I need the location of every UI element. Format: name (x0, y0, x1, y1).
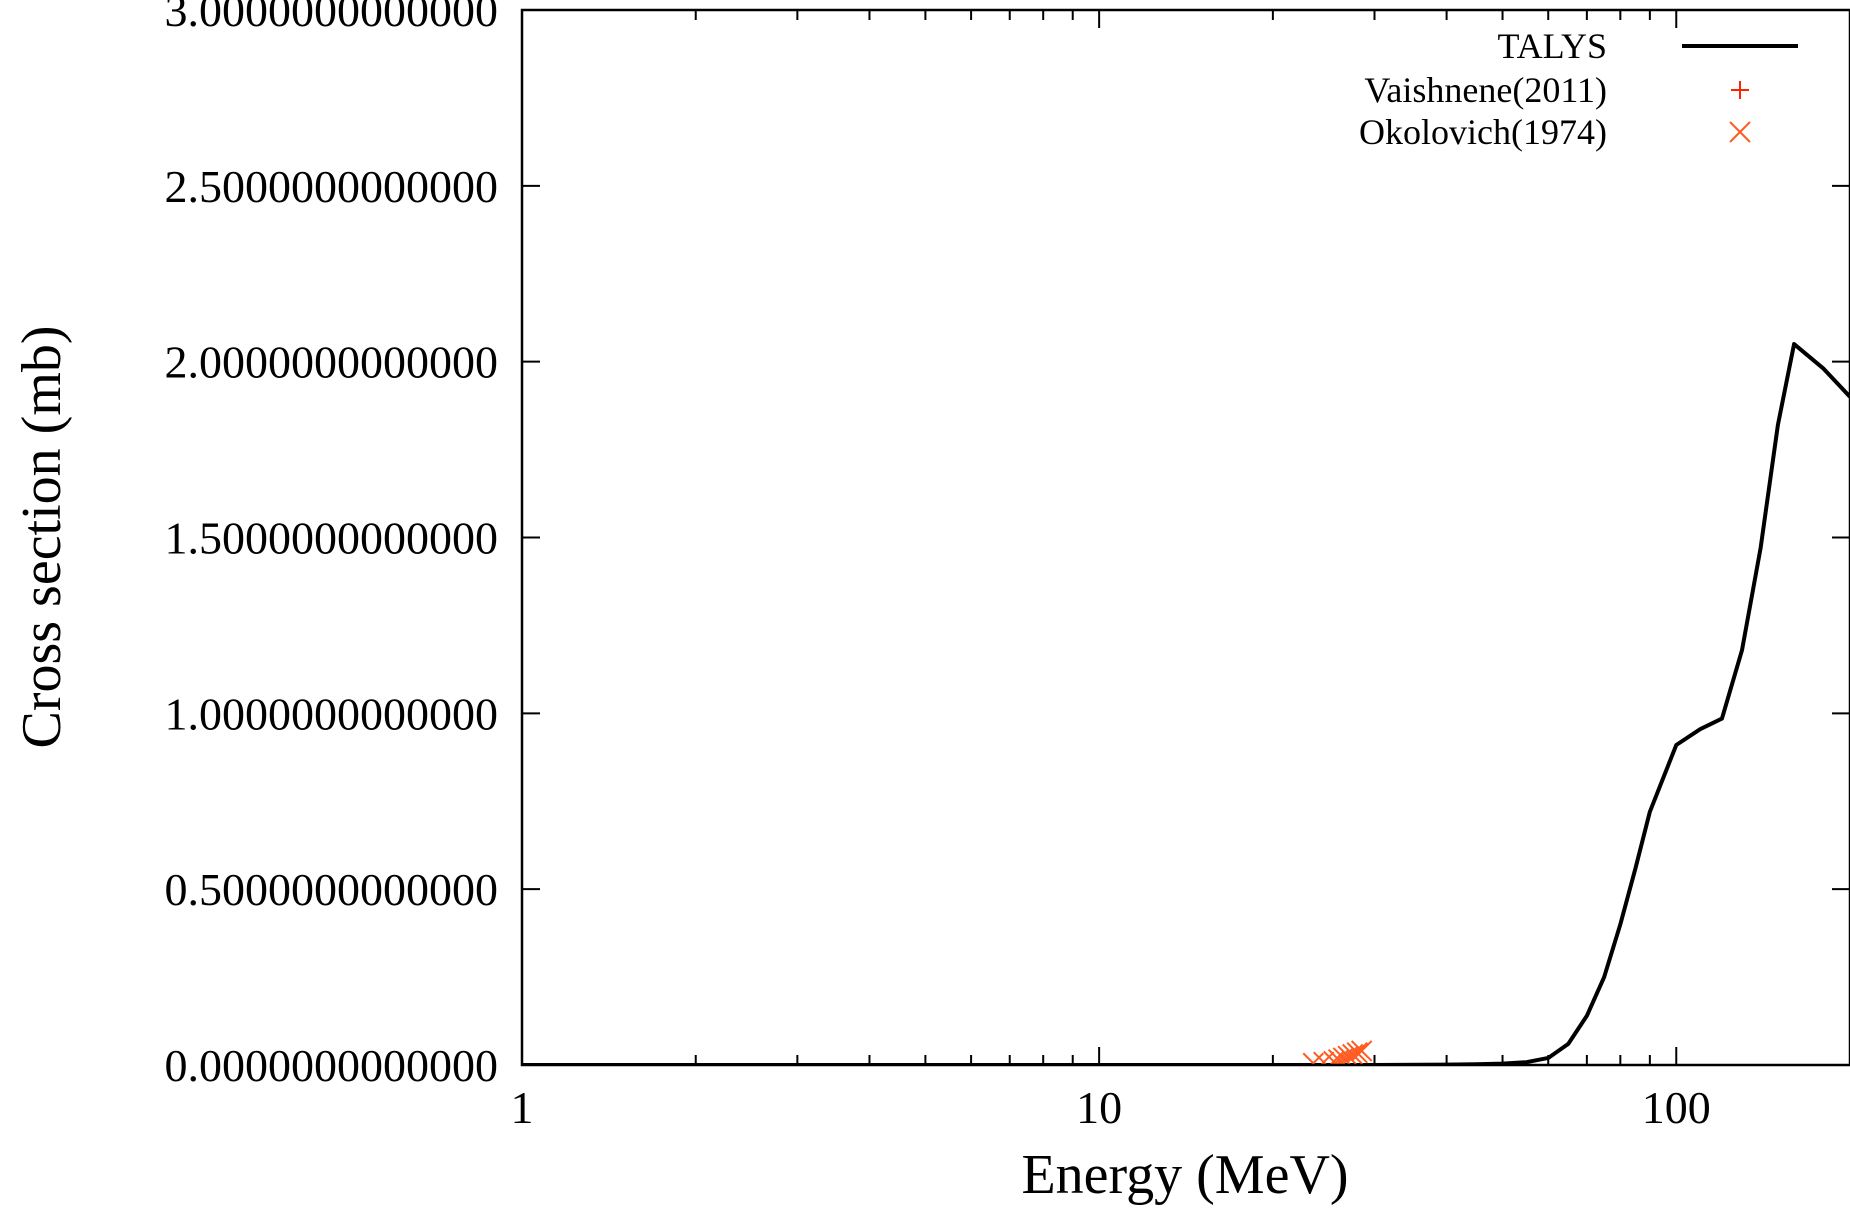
y-axis-ticks: 0.0000000000000 0.5000000000000 1.00000000… (165, 0, 1850, 1091)
y-tick-label: 0.5000000000000 (165, 864, 499, 915)
data-point-cross (1313, 1051, 1335, 1065)
data-point-cross (1346, 1041, 1368, 1064)
y-tick-label: 3.0000000000000 (165, 0, 499, 36)
y-tick-label: 0.0000000000000 (165, 1040, 499, 1091)
legend-swatch-cross (1729, 121, 1751, 143)
series-line-talys (522, 342, 1850, 1065)
legend-label: TALYS (1497, 26, 1607, 66)
y-tick-label: 2.5000000000000 (165, 161, 499, 212)
legend-swatch-plus (1731, 81, 1749, 99)
data-point-cross (1350, 1040, 1373, 1062)
data-point-cross (1302, 1052, 1324, 1065)
plot-series (522, 342, 1850, 1065)
x-tick-label: 10 (1076, 1082, 1122, 1133)
x-axis-ticks: 1 10 100 (511, 10, 1850, 1133)
y-axis-title: Cross section (mb) (11, 325, 73, 748)
y-tick-label: 2.0000000000000 (165, 337, 499, 388)
y-tick-label: 1.0000000000000 (165, 688, 499, 739)
x-tick-label: 100 (1642, 1082, 1711, 1133)
x-tick-label: 1 (511, 1082, 534, 1133)
legend-label: Vaishnene(2011) (1364, 70, 1607, 110)
y-tick-label: 1.5000000000000 (165, 513, 499, 564)
legend-label: Okolovich(1974) (1359, 112, 1607, 152)
x-axis-title: Energy (MeV) (1021, 1144, 1348, 1206)
plot-frame (520, 8, 1850, 1067)
